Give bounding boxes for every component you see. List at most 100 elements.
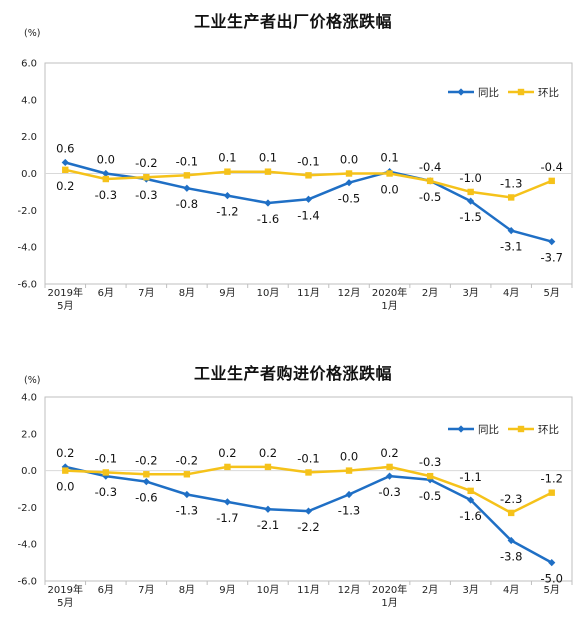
data-label-mom: -0.2 bbox=[135, 156, 157, 170]
data-label-yoy: -0.5 bbox=[338, 192, 360, 206]
legend-marker-mom bbox=[517, 425, 525, 433]
data-label-yoy: -0.5 bbox=[419, 190, 441, 204]
data-point-yoy bbox=[548, 238, 556, 246]
data-point-yoy bbox=[223, 498, 232, 506]
x-tick-label: 11月 bbox=[297, 584, 320, 596]
data-point-mom bbox=[507, 194, 515, 201]
chart-title: 工业生产者购进价格涨跌幅 bbox=[193, 364, 392, 383]
data-label-yoy: -5.0 bbox=[541, 572, 563, 586]
legend-label-mom: 环比 bbox=[538, 86, 559, 99]
chart-title: 工业生产者出厂价格涨跌幅 bbox=[193, 12, 392, 31]
plot-frame bbox=[44, 396, 573, 582]
data-point-mom bbox=[183, 471, 191, 478]
x-tick-label: 5月 bbox=[57, 597, 73, 609]
x-tick-label: 3月 bbox=[462, 287, 478, 299]
x-tick-label: 4月 bbox=[503, 584, 519, 596]
y-tick-label: -2.0 bbox=[17, 206, 37, 217]
legend-label-yoy: 同比 bbox=[478, 86, 499, 99]
data-label-yoy: -0.8 bbox=[176, 197, 198, 211]
y-tick-label: -4.0 bbox=[17, 540, 37, 551]
x-tick-label: 11月 bbox=[297, 287, 320, 299]
data-point-mom bbox=[507, 509, 515, 517]
legend-label-yoy: 同比 bbox=[478, 423, 499, 436]
y-tick-label: 6.0 bbox=[21, 59, 37, 70]
data-point-mom bbox=[102, 469, 110, 476]
data-label-mom: -0.2 bbox=[135, 453, 157, 467]
data-label-yoy: -1.3 bbox=[338, 504, 360, 518]
data-point-yoy bbox=[507, 226, 515, 235]
y-unit-label: (%) bbox=[24, 28, 40, 39]
x-tick-label: 12月 bbox=[338, 287, 361, 299]
data-label-mom: -0.1 bbox=[176, 154, 198, 168]
data-point-mom bbox=[467, 487, 474, 495]
data-label-mom: -1.2 bbox=[541, 472, 563, 486]
data-label-yoy: 0.0 bbox=[97, 153, 115, 167]
data-label-yoy: -3.8 bbox=[500, 550, 522, 564]
legend-marker-yoy bbox=[457, 88, 465, 96]
chart-input-price: 工业生产者购进价格涨跌幅 (%) 4.0 2.0 0.0 -2.0 -4.0 -6.0 201… bbox=[0, 315, 586, 631]
data-point-mom bbox=[264, 463, 272, 471]
data-label-yoy: -0.6 bbox=[135, 491, 157, 505]
data-label-mom: 0.0 bbox=[340, 450, 358, 464]
data-label-yoy: 0.1 bbox=[380, 151, 398, 165]
x-tick-label: 5月 bbox=[544, 584, 560, 596]
data-label-mom: 0.1 bbox=[218, 151, 236, 165]
data-point-mom bbox=[143, 173, 150, 181]
data-point-yoy bbox=[304, 507, 313, 515]
data-point-mom bbox=[143, 471, 150, 478]
data-point-yoy bbox=[142, 478, 150, 486]
data-point-yoy bbox=[183, 184, 191, 192]
x-tick-label: 12月 bbox=[338, 584, 361, 596]
data-label-yoy: -1.4 bbox=[297, 208, 319, 222]
x-tick-label: 7月 bbox=[138, 287, 154, 299]
data-label-mom: -0.4 bbox=[419, 160, 441, 174]
data-label-mom: -0.3 bbox=[419, 455, 441, 469]
data-label-mom: 0.0 bbox=[56, 480, 74, 494]
y-tick-label: 2.0 bbox=[21, 429, 37, 440]
data-label-yoy: -0.3 bbox=[95, 485, 117, 499]
data-point-mom bbox=[386, 463, 393, 471]
data-label-yoy: -0.3 bbox=[135, 188, 157, 202]
data-label-yoy: -2.2 bbox=[297, 520, 319, 534]
y-tick-label: -6.0 bbox=[17, 577, 37, 588]
data-label-mom: 0.2 bbox=[56, 179, 74, 193]
data-point-yoy bbox=[467, 197, 475, 205]
data-point-mom bbox=[62, 467, 69, 474]
x-tick-label: 6月 bbox=[98, 287, 114, 299]
data-label-yoy: 0.6 bbox=[56, 141, 74, 155]
data-label-yoy: 0.2 bbox=[56, 446, 74, 460]
legend-marker-mom bbox=[517, 88, 525, 96]
x-tick-label: 2019年 bbox=[48, 286, 83, 299]
x-tick-label: 2020年 bbox=[372, 286, 407, 299]
y-tick-label: 4.0 bbox=[21, 393, 37, 404]
data-label-mom: -1.1 bbox=[459, 470, 481, 484]
data-label-yoy: -3.7 bbox=[541, 251, 563, 265]
data-label-mom: 0.2 bbox=[380, 446, 398, 460]
data-label-mom: -0.1 bbox=[297, 154, 319, 168]
x-tick-label: 3月 bbox=[462, 584, 478, 596]
x-tick-label: 8月 bbox=[179, 287, 195, 299]
data-label-mom: -1.0 bbox=[459, 171, 481, 185]
y-tick-label: -6.0 bbox=[17, 280, 37, 291]
x-tick-label: 7月 bbox=[138, 584, 154, 596]
data-label-yoy: -1.2 bbox=[216, 205, 238, 219]
x-tick-label: 6月 bbox=[98, 584, 114, 596]
data-label-mom: 0.1 bbox=[259, 151, 277, 165]
data-label-yoy: -1.6 bbox=[459, 509, 481, 523]
x-tick-label: 2020年 bbox=[372, 583, 407, 596]
data-label-yoy: -1.3 bbox=[176, 504, 198, 518]
data-label-mom: 0.0 bbox=[340, 153, 358, 167]
data-point-mom bbox=[426, 177, 434, 185]
data-point-mom bbox=[305, 172, 312, 179]
x-tick-label: 9月 bbox=[219, 584, 235, 596]
y-tick-label: 4.0 bbox=[21, 95, 37, 106]
data-label-mom: -0.3 bbox=[95, 188, 117, 202]
x-tick-label: 1月 bbox=[381, 300, 397, 312]
data-label-mom: 0.0 bbox=[380, 183, 398, 197]
data-point-yoy bbox=[304, 195, 313, 203]
data-label-mom: -0.1 bbox=[95, 451, 117, 465]
data-point-yoy bbox=[264, 505, 272, 513]
legend-label-mom: 环比 bbox=[538, 423, 559, 436]
